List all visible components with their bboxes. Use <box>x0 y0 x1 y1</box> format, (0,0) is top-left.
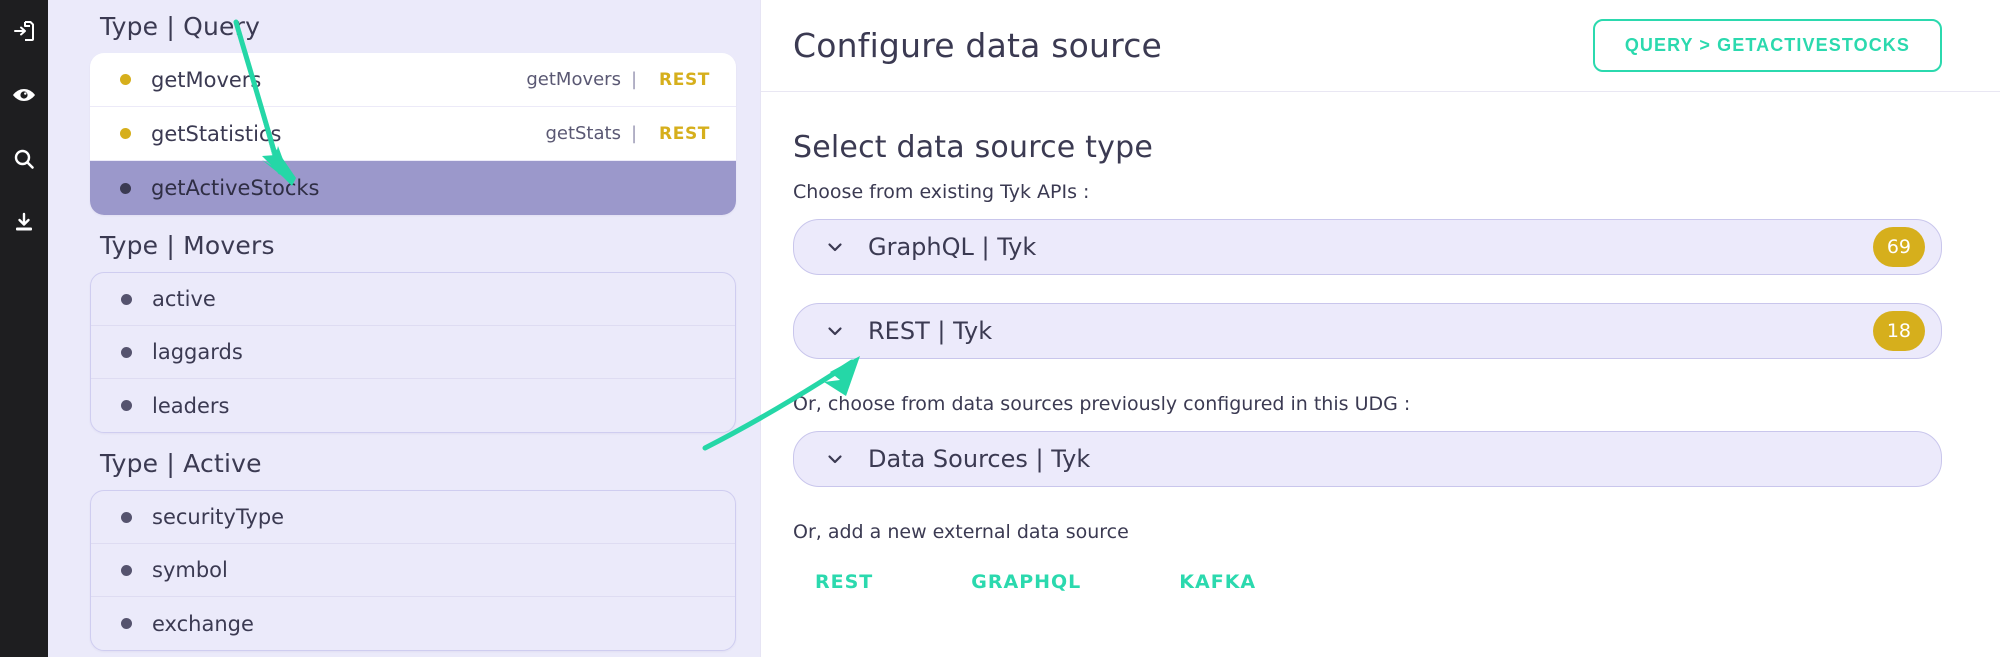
count-badge: 18 <box>1872 311 1925 351</box>
main-panel: Configure data source QUERY > GETACTIVES… <box>760 0 2000 657</box>
sidebar-section-title: Type | Movers <box>100 231 275 260</box>
eye-icon[interactable] <box>9 80 39 110</box>
schema-sidebar: Type | Query getMovers getMovers | REST getSt… <box>48 0 760 657</box>
status-dot-icon <box>121 511 132 523</box>
accordion-label: REST | Tyk <box>868 317 993 345</box>
sidebar-section-card: getMovers getMovers | REST getStatistics getS… <box>90 53 736 215</box>
lead-external-source: Or, add a new external data source <box>793 521 1129 543</box>
list-item-label: getActiveStocks <box>151 176 320 200</box>
lead-existing-apis: Choose from existing Tyk APIs : <box>793 181 1090 203</box>
list-item[interactable]: active <box>91 273 735 326</box>
method-badge: REST <box>659 69 710 90</box>
sidebar-section-card: active laggards leaders <box>90 272 736 433</box>
external-source-links: REST GRAPHQL KAFKA <box>793 571 1942 593</box>
previous-sources-accordion-group: Data Sources | Tyk <box>793 431 1942 487</box>
status-dot-icon <box>120 128 131 139</box>
icon-rail <box>0 0 48 657</box>
list-item-label: laggards <box>152 340 243 364</box>
method-badge: REST <box>659 123 710 144</box>
file-import-icon[interactable] <box>9 16 39 46</box>
status-dot-icon <box>121 346 132 358</box>
download-icon[interactable] <box>9 208 39 238</box>
status-dot-icon <box>121 564 132 576</box>
list-item[interactable]: getActiveStocks <box>90 161 736 215</box>
list-item-label: leaders <box>152 393 230 418</box>
sidebar-section-card: securityType symbol exchange <box>90 490 736 651</box>
sidebar-section-title: Type | Query <box>100 12 261 41</box>
list-item[interactable]: getMovers getMovers | REST <box>90 53 736 107</box>
status-dot-icon <box>120 182 131 194</box>
external-source-link[interactable]: KAFKA <box>1179 571 1257 593</box>
list-item-label: securityType <box>152 505 285 529</box>
status-dot-icon <box>120 74 131 85</box>
breadcrumb-query-button[interactable]: QUERY > GETACTIVESTOCKS <box>1592 19 1942 72</box>
resolver-name: getStats <box>545 123 621 144</box>
chevron-down-icon <box>824 320 846 342</box>
chevron-down-icon <box>824 236 846 258</box>
external-source-link[interactable]: REST <box>815 571 874 593</box>
status-dot-icon <box>121 293 132 305</box>
external-source-link[interactable]: GRAPHQL <box>971 571 1082 593</box>
list-item[interactable]: getStatistics getStats | REST <box>90 107 736 161</box>
accordion-label: Data Sources | Tyk <box>868 445 1091 473</box>
status-dot-icon <box>121 618 132 629</box>
main-body: Select data source type Choose from exis… <box>761 92 2000 593</box>
list-item-label: getMovers <box>151 67 262 92</box>
accordion-item[interactable]: REST | Tyk 18 <box>793 303 1942 359</box>
sidebar-section-title: Type | Active <box>100 449 262 478</box>
list-item-label: active <box>152 287 216 311</box>
accordion-label: GraphQL | Tyk <box>868 233 1037 261</box>
list-item-label: symbol <box>152 558 228 582</box>
section-heading: Select data source type <box>793 130 1153 165</box>
list-item[interactable]: exchange <box>91 597 735 650</box>
existing-apis-accordion-group: GraphQL | Tyk 69 REST | Tyk 18 <box>793 219 1942 359</box>
accordion-item[interactable]: GraphQL | Tyk 69 <box>793 219 1942 275</box>
chevron-down-icon <box>824 448 846 470</box>
list-item-label: exchange <box>152 611 254 636</box>
resolver-name: getMovers <box>526 69 621 90</box>
status-dot-icon <box>121 400 132 411</box>
list-item[interactable]: leaders <box>91 379 735 432</box>
list-item-label: getStatistics <box>151 121 282 146</box>
separator-pipe: | <box>630 69 638 90</box>
lead-previous-sources: Or, choose from data sources previously … <box>793 393 1411 415</box>
search-icon[interactable] <box>9 144 39 174</box>
page-title: Configure data source <box>793 26 1163 65</box>
count-badge: 69 <box>1872 227 1925 267</box>
list-item[interactable]: laggards <box>91 326 735 379</box>
list-item[interactable]: symbol <box>91 544 735 597</box>
accordion-item[interactable]: Data Sources | Tyk <box>793 431 1942 487</box>
separator-pipe: | <box>630 123 638 144</box>
main-header: Configure data source QUERY > GETACTIVES… <box>761 0 2000 92</box>
list-item[interactable]: securityType <box>91 491 735 544</box>
